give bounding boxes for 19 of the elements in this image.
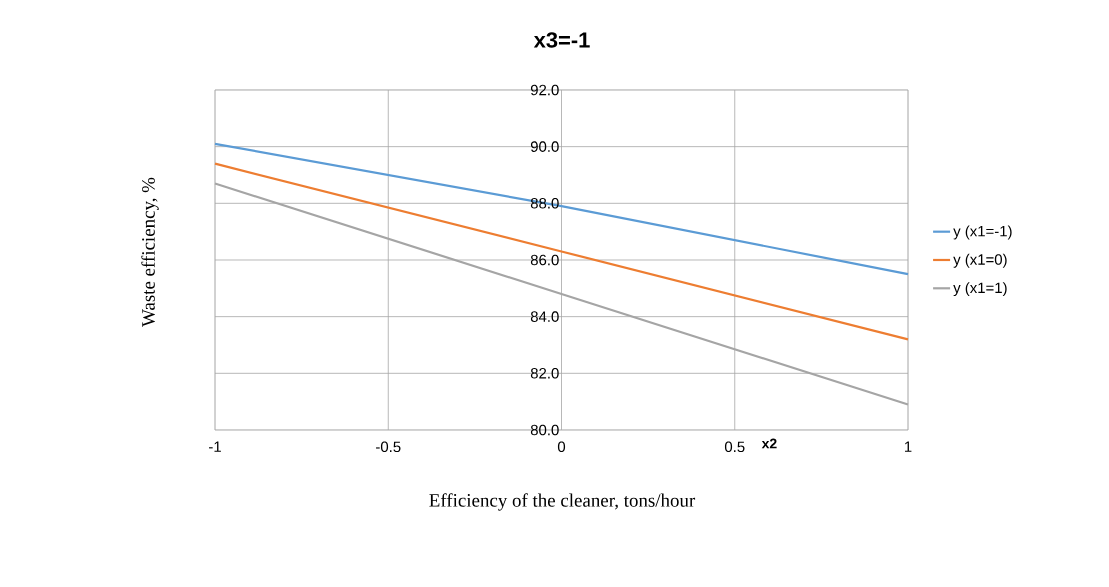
y-tick-label: 82.0 xyxy=(530,368,559,379)
y-tick-label: 88.0 xyxy=(530,198,559,209)
y-tick-label: 92.0 xyxy=(530,84,559,96)
legend-label: y (x1=0) xyxy=(953,253,1007,268)
y-axis-title: Waste efficiency, % xyxy=(141,177,159,327)
x-tick-label: 1 xyxy=(905,441,912,452)
y-tick-label: 84.0 xyxy=(530,311,559,322)
chart-title: x3=-1 xyxy=(533,32,590,48)
y-tick-label: 90.0 xyxy=(530,141,559,152)
legend-label: y (x1=1) xyxy=(953,282,1007,297)
x-axis-title: Efficiency of the cleaner, tons/hour xyxy=(429,493,696,511)
x-tick-label: 0.5 xyxy=(724,441,745,453)
x-tick-label: -1 xyxy=(209,441,221,452)
y-tick-label: 80.0 xyxy=(530,424,559,436)
y-tick-label: 86.0 xyxy=(530,254,559,266)
x-tick-label: -0.5 xyxy=(376,441,401,453)
x-tick-label: 0 xyxy=(557,441,566,453)
text: x2 xyxy=(761,438,777,449)
legend-label: y (x1=-1) xyxy=(953,225,1012,240)
